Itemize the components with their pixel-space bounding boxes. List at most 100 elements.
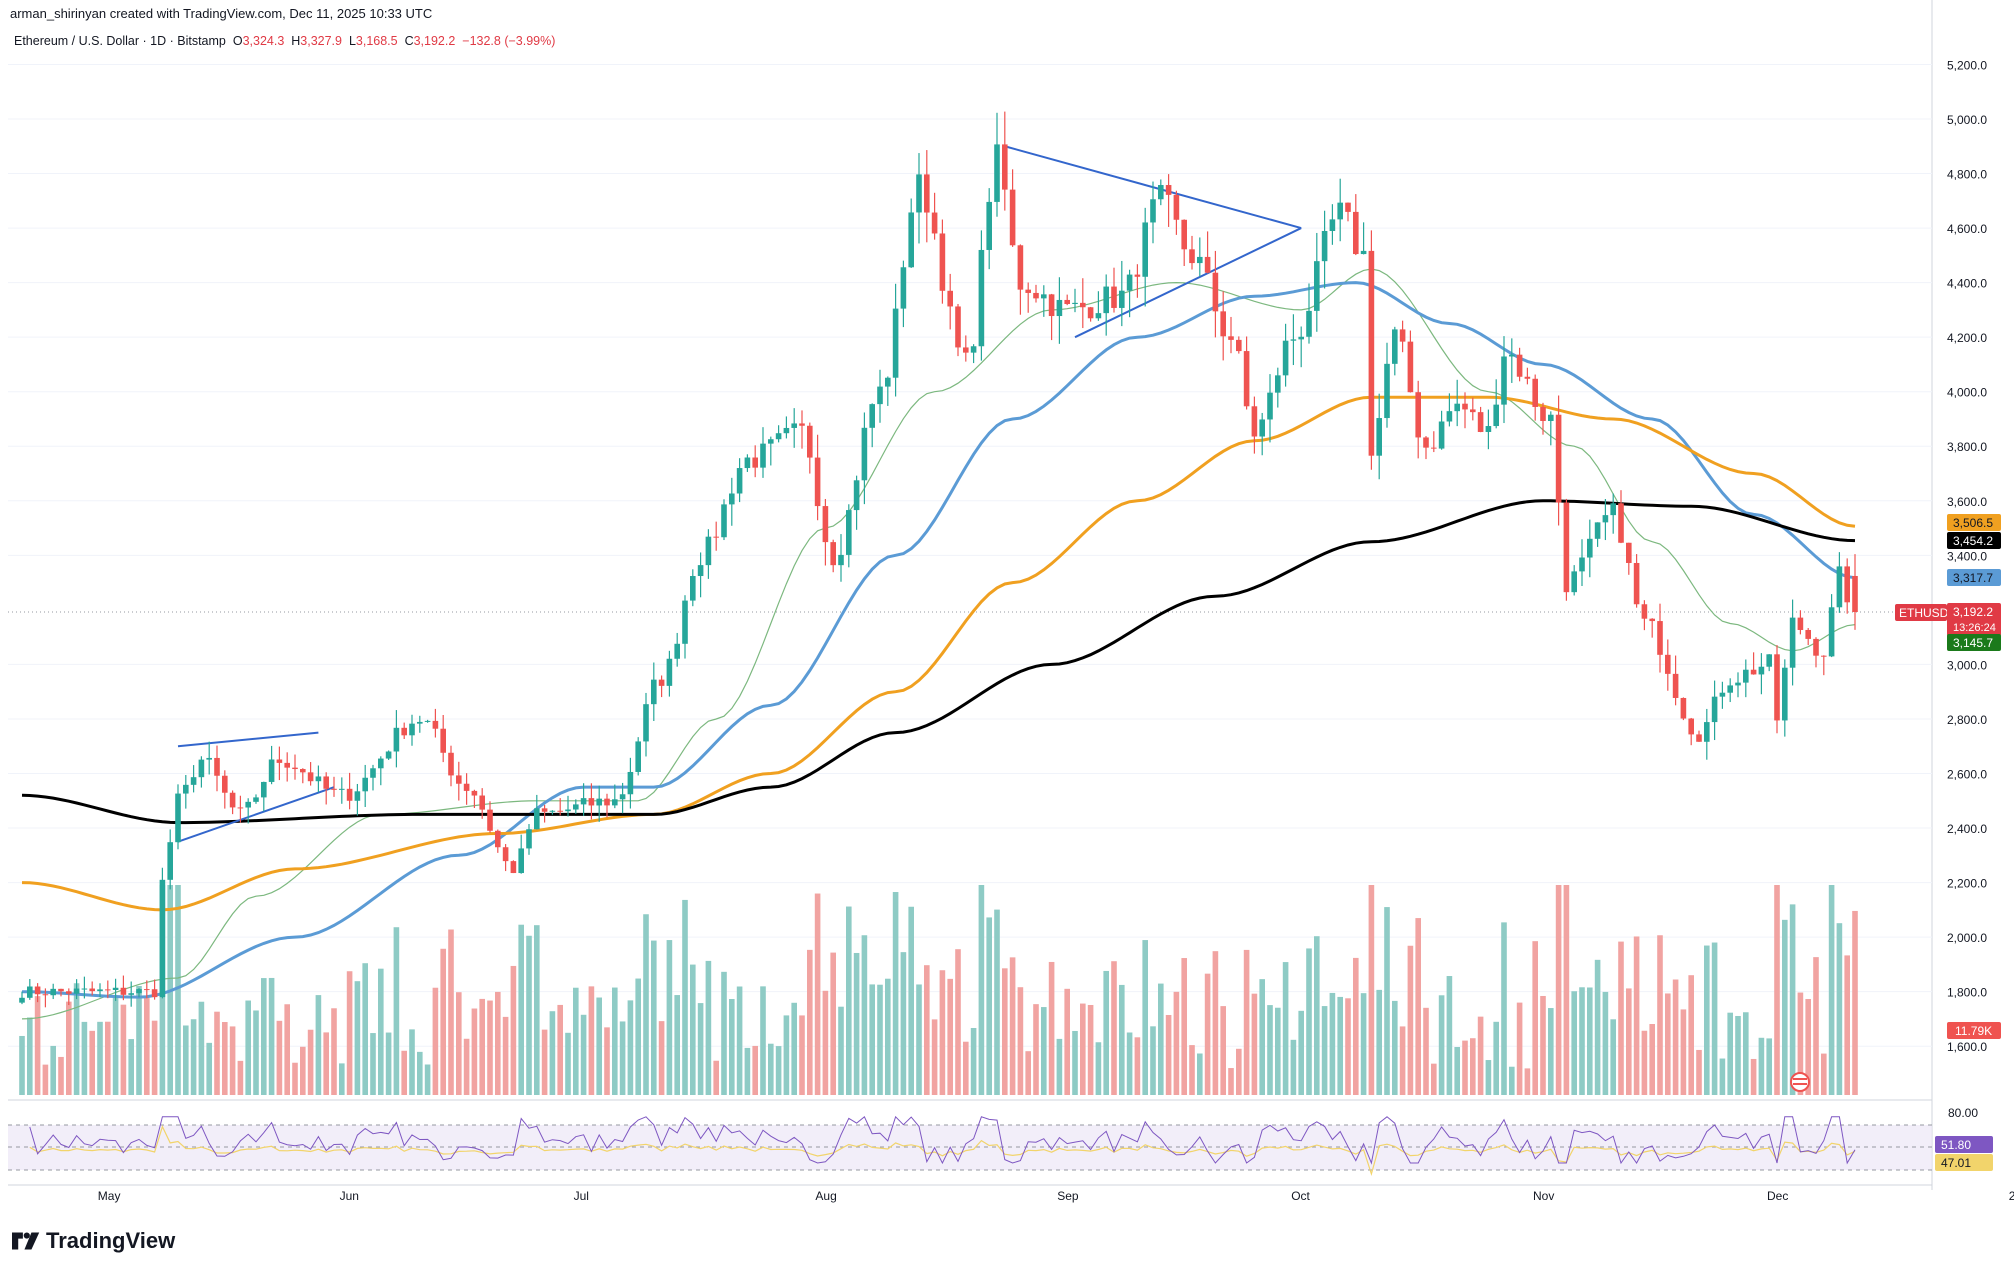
volume-bar [963, 1041, 969, 1095]
close-label: C [404, 34, 414, 48]
volume-bar [1158, 983, 1164, 1095]
candle-body [713, 536, 719, 538]
volume-bar [947, 978, 953, 1095]
volume-bar [994, 909, 1000, 1095]
candle-body [1735, 682, 1741, 686]
candle-body [1119, 290, 1125, 308]
volume-bar [370, 1033, 376, 1095]
ma50-label: 3,317.7 [1953, 571, 1993, 585]
price-tick-label: 4,800.0 [1947, 168, 1987, 182]
low-label: L [348, 34, 356, 48]
candle-body [89, 988, 95, 992]
candle-body [1696, 734, 1702, 742]
volume-bar [814, 893, 821, 1095]
volume-bar [729, 999, 735, 1095]
volume-bar [1041, 1007, 1047, 1095]
volume-bar [1446, 976, 1453, 1095]
candle-body [315, 776, 322, 782]
candle-body [1329, 219, 1336, 231]
volume-bar [1150, 1026, 1156, 1095]
volume-bar [1532, 941, 1538, 1095]
volume-bar [1782, 919, 1788, 1095]
volume-bar [682, 899, 688, 1095]
rsi-line [29, 1115, 1856, 1165]
volume-bar [1415, 918, 1421, 1095]
volume-bar [1828, 885, 1835, 1095]
ma200-line [21, 499, 1856, 825]
candle-body [1150, 199, 1156, 223]
volume-bar [1618, 941, 1624, 1095]
volume-bar [721, 971, 727, 1095]
candle-body [1282, 340, 1289, 376]
change-value: −132.8 (−3.99%) [462, 34, 556, 48]
candle-body [1797, 617, 1804, 630]
candle-body [1438, 421, 1445, 449]
candle-body [401, 727, 407, 736]
candle-body [627, 771, 634, 795]
ma100-line [21, 395, 1856, 912]
candle-body [253, 797, 259, 802]
candle-body [658, 679, 665, 686]
candle-body [1774, 654, 1780, 721]
candle-body [409, 723, 415, 736]
candle-body [1766, 654, 1772, 667]
rsi-value-label: 51.80 [1941, 1138, 1971, 1152]
price-tick-label: 5,200.0 [1947, 58, 1987, 72]
candle-body [736, 468, 743, 494]
candle-body [136, 989, 142, 994]
candle-body [1017, 245, 1024, 290]
volume-bar [471, 1008, 478, 1095]
volume-bar [502, 1016, 509, 1095]
open-label: O [232, 34, 243, 48]
candle-body [1836, 566, 1843, 608]
candle-body [1501, 356, 1507, 405]
candle-body [1665, 654, 1671, 674]
volume-bar [791, 1002, 797, 1095]
candle-body [1672, 673, 1679, 698]
candle-body [643, 704, 649, 742]
candle-body [1633, 562, 1640, 605]
volume-bar [1610, 1019, 1616, 1095]
volume-bar [362, 963, 368, 1095]
candle-body [66, 991, 72, 994]
volume-bar [1626, 988, 1632, 1095]
volume-bar [799, 1015, 805, 1095]
chart-credit: arman_shirinyan created with TradingView… [10, 6, 433, 21]
symbol-title[interactable]: Ethereum / U.S. Dollar · 1D · Bitstamp [14, 34, 226, 48]
volume-bar [861, 935, 868, 1095]
candle-body [1626, 542, 1632, 563]
candle-body [440, 728, 446, 753]
volume-bar [463, 1038, 470, 1095]
volume-bar [128, 1039, 134, 1095]
candle-body [1212, 272, 1219, 312]
ma20-label: 3,145.7 [1953, 636, 1993, 650]
volume-bar [807, 949, 813, 1095]
candle-body [1142, 222, 1148, 277]
volume-bar [1766, 1038, 1772, 1095]
tradingview-logo[interactable]: TradingView [12, 1228, 175, 1254]
candle-body [775, 433, 782, 440]
candle-body [1711, 696, 1718, 723]
volume-bar [1353, 957, 1359, 1095]
candle-body [931, 212, 938, 234]
candle-body [456, 775, 462, 784]
volume-bar [190, 1019, 197, 1095]
volume-bar [1165, 1014, 1172, 1095]
candle-body [432, 720, 439, 729]
volume-bar [206, 1042, 212, 1095]
volume-bar [1134, 1037, 1141, 1095]
price-tick-label: 2,400.0 [1947, 822, 1987, 836]
candle-body [916, 174, 922, 213]
candle-body [1462, 403, 1468, 410]
volume-bar [1462, 1040, 1468, 1095]
volume-bar [1212, 951, 1219, 1095]
candle-body [370, 768, 376, 778]
candle-body [1392, 329, 1398, 364]
candle-body [1555, 414, 1562, 503]
volume-bar [1477, 1016, 1484, 1095]
volume-bar [1493, 1021, 1499, 1095]
volume-bar [541, 1029, 548, 1095]
volume-bar [346, 971, 353, 1095]
volume-bar [931, 1019, 938, 1095]
